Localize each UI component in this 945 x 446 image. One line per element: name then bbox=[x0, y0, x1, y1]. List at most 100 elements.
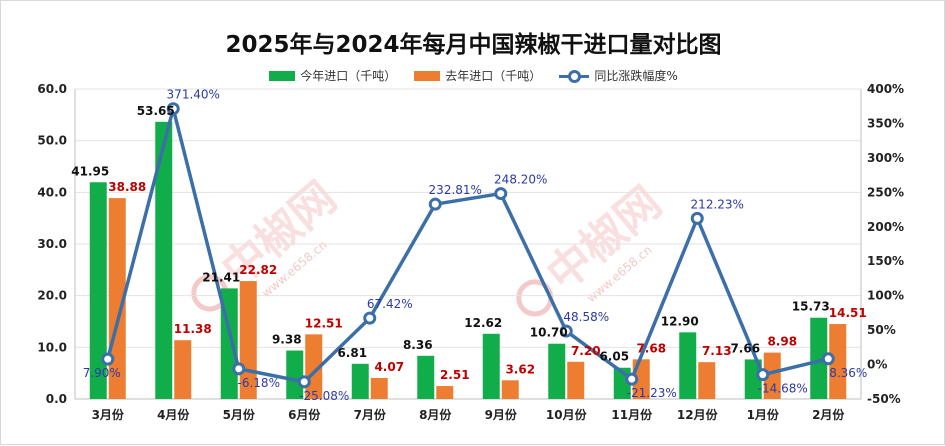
legend-swatch-this-year bbox=[269, 70, 296, 81]
x-tick-label: 9月份 bbox=[485, 407, 518, 422]
bar-this-year bbox=[417, 355, 435, 399]
legend-item-last-year: 去年进口（千吨） bbox=[414, 67, 541, 84]
legend-swatch-last-year bbox=[414, 70, 441, 81]
legend-label-this-year: 今年进口（千吨） bbox=[300, 69, 397, 83]
bar-this-year bbox=[155, 121, 173, 399]
y-tick-label-right: 300% bbox=[867, 151, 904, 165]
data-label-yoy: -25.08% bbox=[299, 389, 349, 403]
data-label-this-year: 8.36 bbox=[403, 338, 433, 352]
data-label-this-year: 6.05 bbox=[599, 350, 629, 364]
legend-label-last-year: 去年进口（千吨） bbox=[445, 69, 542, 83]
data-label-last-year: 2.51 bbox=[440, 368, 470, 382]
y-tick-label-right: 200% bbox=[867, 220, 904, 234]
data-label-yoy: 371.40% bbox=[167, 88, 220, 102]
data-label-last-year: 8.98 bbox=[767, 335, 797, 349]
data-label-yoy: 212.23% bbox=[691, 197, 744, 211]
data-label-this-year: 10.70 bbox=[530, 326, 568, 340]
x-tick-label: 12月份 bbox=[677, 407, 719, 422]
yoy-point bbox=[428, 197, 442, 211]
bar-this-year bbox=[286, 350, 304, 399]
x-tick-label: 8月份 bbox=[419, 407, 452, 422]
y-tick-label-right: 0% bbox=[867, 358, 887, 372]
data-label-yoy: -21.23% bbox=[627, 386, 677, 400]
y-tick-label-left: 60.0 bbox=[37, 82, 67, 96]
y-tick-label-right: 400% bbox=[867, 82, 904, 96]
data-label-this-year: 9.38 bbox=[272, 333, 302, 347]
yoy-point bbox=[101, 352, 115, 366]
yoy-point bbox=[297, 375, 311, 389]
yoy-point bbox=[756, 368, 770, 382]
x-tick-label: 10月份 bbox=[546, 407, 588, 422]
bar-last-year bbox=[829, 324, 847, 399]
x-tick-label: 6月份 bbox=[288, 407, 321, 422]
data-label-last-year: 12.51 bbox=[305, 316, 343, 330]
data-label-this-year: 15.73 bbox=[792, 300, 830, 314]
data-label-yoy: 248.20% bbox=[494, 173, 547, 187]
data-label-yoy: -14.68% bbox=[758, 382, 808, 396]
bar-last-year bbox=[108, 198, 126, 399]
legend: 今年进口（千吨） 去年进口（千吨） 同比涨跌幅度% bbox=[1, 67, 945, 84]
data-label-this-year: 7.66 bbox=[730, 341, 760, 355]
data-label-this-year: 6.81 bbox=[337, 346, 367, 360]
bar-this-year bbox=[548, 343, 566, 399]
legend-swatch-yoy bbox=[559, 69, 590, 83]
data-label-yoy: 8.36% bbox=[829, 366, 867, 380]
y-tick-label-left: 20.0 bbox=[37, 289, 67, 303]
y-tick-label-right: 350% bbox=[867, 116, 904, 130]
yoy-point bbox=[690, 211, 704, 225]
bar-this-year bbox=[810, 317, 828, 399]
bar-this-year bbox=[679, 332, 697, 399]
y-tick-label-left: 40.0 bbox=[37, 185, 67, 199]
x-tick-label: 1月份 bbox=[747, 407, 780, 422]
data-label-last-year: 3.62 bbox=[505, 362, 535, 376]
bar-this-year bbox=[482, 333, 500, 399]
data-label-this-year: 12.90 bbox=[661, 314, 699, 328]
yoy-point bbox=[232, 362, 246, 376]
y-tick-label-left: 50.0 bbox=[37, 134, 67, 148]
bar-this-year bbox=[744, 359, 762, 399]
legend-item-this-year: 今年进口（千吨） bbox=[269, 67, 396, 84]
y-tick-label-right: -50% bbox=[867, 392, 901, 406]
bar-last-year bbox=[501, 380, 519, 399]
data-label-last-year: 7.20 bbox=[571, 344, 601, 358]
yoy-point bbox=[625, 372, 639, 386]
bar-last-year bbox=[370, 377, 388, 399]
yoy-point bbox=[494, 187, 508, 201]
data-label-last-year: 11.38 bbox=[174, 322, 212, 336]
x-tick-label: 4月份 bbox=[157, 407, 190, 422]
watermark-logo bbox=[191, 274, 229, 312]
bar-this-year bbox=[351, 363, 369, 399]
yoy-point bbox=[559, 324, 573, 338]
data-label-last-year: 4.07 bbox=[374, 360, 404, 374]
bar-last-year bbox=[763, 352, 781, 399]
data-label-last-year: 38.88 bbox=[108, 180, 146, 194]
legend-item-yoy: 同比涨跌幅度% bbox=[559, 67, 678, 84]
x-tick-label: 11月份 bbox=[611, 407, 653, 422]
bar-this-year bbox=[89, 182, 107, 399]
y-tick-label-left: 10.0 bbox=[37, 340, 67, 354]
y-tick-label-right: 50% bbox=[867, 323, 896, 337]
yoy-point bbox=[166, 102, 180, 116]
data-label-last-year: 14.51 bbox=[829, 306, 867, 320]
data-label-yoy: 232.81% bbox=[429, 183, 482, 197]
data-label-yoy: 48.58% bbox=[563, 310, 609, 324]
x-tick-label: 5月份 bbox=[223, 407, 256, 422]
y-tick-label-right: 100% bbox=[867, 289, 904, 303]
x-tick-label: 7月份 bbox=[354, 407, 387, 422]
y-tick-label-left: 0.0 bbox=[46, 392, 67, 406]
x-tick-label: 2月份 bbox=[812, 407, 845, 422]
bar-last-year bbox=[174, 340, 192, 399]
x-tick-label: 3月份 bbox=[92, 407, 125, 422]
yoy-point bbox=[363, 311, 377, 325]
y-tick-label-right: 150% bbox=[867, 254, 904, 268]
data-label-last-year: 7.68 bbox=[636, 341, 666, 355]
y-tick-label-left: 30.0 bbox=[37, 237, 67, 251]
data-label-this-year: 53.65 bbox=[137, 104, 175, 118]
legend-label-yoy: 同比涨跌幅度% bbox=[594, 69, 678, 83]
data-label-last-year: 22.82 bbox=[239, 263, 277, 277]
yoy-point bbox=[821, 352, 835, 366]
bar-last-year bbox=[698, 362, 716, 399]
